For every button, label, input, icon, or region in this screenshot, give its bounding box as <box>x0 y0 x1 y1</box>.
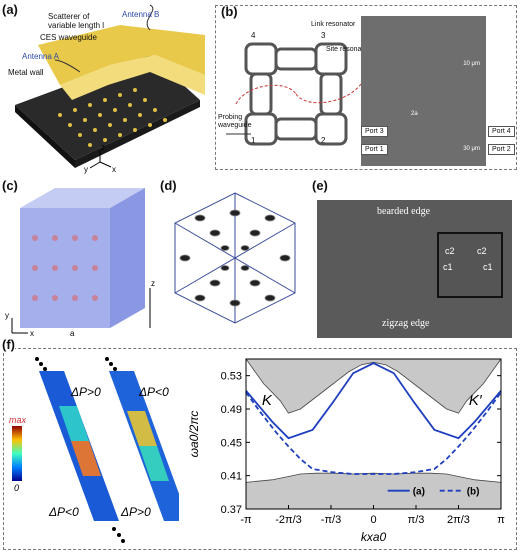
site-1: 1 <box>251 136 256 145</box>
lower-bulk-band <box>245 472 502 510</box>
port-3: Port 3 <box>361 126 388 137</box>
pin-array <box>58 88 167 147</box>
panel-e-label: (e) <box>312 178 328 193</box>
inset-c1-left: c1 <box>443 262 453 272</box>
cell-size-label: 2a <box>411 111 418 117</box>
field-label-right-top: ΔP<0 <box>138 385 169 399</box>
band-diagram-chart: -π -2π/3 -π/3 0 π/3 2π/3 π 0.37 0.41 0.45 0.49 0.53… <box>187 358 505 544</box>
field-label-left-top: ΔP>0 <box>70 385 101 399</box>
site-3: 3 <box>321 31 326 40</box>
y-tick-label: 0.41 <box>221 471 242 483</box>
port-4: Port 4 <box>488 126 515 137</box>
colorbar-max: max <box>9 415 27 425</box>
continuation-dots <box>35 357 125 543</box>
legend-label-b: (b) <box>467 487 480 498</box>
inset-c1-right: c1 <box>483 262 493 272</box>
y-tick-label: 0.49 <box>221 404 242 416</box>
x-tick-label: 2π/3 <box>447 514 470 526</box>
field-distribution: max 0 ΔP>0 ΔP<0 ΔP<0 ΔP>0 <box>9 357 179 543</box>
lattice-constant-label: a <box>70 329 75 338</box>
port-1: Port 1 <box>361 144 388 155</box>
inset-c2-right: c2 <box>477 246 487 256</box>
x-tick-label: 0 <box>370 514 376 526</box>
annotation-k: K <box>262 392 273 409</box>
resonator-schematic <box>226 42 362 146</box>
sem-photonic-crystal: bearded edge zigzag edge c2 c2 c1 c1 <box>317 200 512 338</box>
x-tick-label: -π/3 <box>321 514 341 526</box>
panel-c-label: (c) <box>2 178 18 193</box>
bearded-edge-label: bearded edge <box>377 206 431 217</box>
scatterer-label-line2: variable length l <box>48 21 105 30</box>
axis-y-label: y <box>5 311 9 320</box>
axes-glyph <box>89 150 112 169</box>
series-line-b <box>245 391 502 475</box>
panel-a-illustration: z y x <box>15 4 205 174</box>
link-resonator-label: Link resonator <box>311 21 356 28</box>
panel-f-label: (f) <box>2 337 15 352</box>
scale-bar-large: 30 μm <box>463 146 480 152</box>
x-tick-label: -π <box>240 514 252 526</box>
antenna-b-wire <box>146 4 154 31</box>
x-tick-label: -2π/3 <box>275 514 302 526</box>
y-tick-label: 0.45 <box>221 437 242 449</box>
panel-d-label: (d) <box>160 178 177 193</box>
metal-plate <box>15 55 200 160</box>
antenna-b-label: Antenna B <box>122 10 160 19</box>
axis-y-label: y <box>84 165 88 174</box>
x-tick-label: π <box>497 514 505 526</box>
panel-e: (e) bearded edge zigzag edge c2 c2 c1 c1 <box>312 178 518 340</box>
inset-zoom: c2 c2 c1 c1 <box>437 232 503 298</box>
legend-label-a: (a) <box>413 487 425 498</box>
zigzag-edge-label: zigzag edge <box>382 318 430 329</box>
site-2: 2 <box>321 136 326 145</box>
metal-wall <box>38 25 205 85</box>
upper-bulk-band <box>245 358 502 414</box>
axis-x-label: x <box>30 329 34 338</box>
y-tick-label: 0.37 <box>221 504 242 516</box>
helix-array-illustration <box>174 192 296 324</box>
panel-d: (d) <box>160 178 310 340</box>
panel-b: (b) 4 3 1 2 Link resonator Site resonato… <box>215 4 517 170</box>
probing-label-line2: waveguide <box>218 122 252 129</box>
site-resonator-label: Site resonator <box>326 46 370 53</box>
panel-c: (c) y x z a <box>0 178 160 340</box>
chart-legend: (a) (b) <box>387 487 480 498</box>
port-2: Port 2 <box>488 144 515 155</box>
panel-a: z y x (a) Scatterer of variable length l… <box>0 0 205 175</box>
axis-z-label: z <box>101 143 105 152</box>
ces-label: CES waveguide <box>40 33 97 42</box>
field-label-left-bottom: ΔP<0 <box>48 505 79 519</box>
scatterer-label-line1: Scatterer of <box>48 12 90 21</box>
x-axis-label: kxa0 <box>361 530 387 544</box>
axis-x-label: x <box>112 165 116 174</box>
antenna-a-wire <box>54 59 81 73</box>
scale-bar-small: 10 μm <box>463 61 480 67</box>
field-label-right-bottom: ΔP>0 <box>120 505 151 519</box>
panel-f: (f) max 0 ΔP>0 ΔP<0 ΔP<0 ΔP>0 <box>2 337 517 550</box>
antenna-a-label: Antenna A <box>22 52 59 61</box>
cubic-lattice-illustration: y x z a <box>5 188 155 338</box>
site-4: 4 <box>251 31 256 40</box>
y-tick-label: 0.53 <box>221 371 242 383</box>
probing-label-line1: Probing <box>218 114 243 121</box>
colorbar <box>12 426 22 481</box>
sem-resonator-array: 10 μm 2a 30 μm <box>361 16 486 166</box>
x-tick-label: π/3 <box>408 514 425 526</box>
y-axis-label: ωa0/2πc <box>187 411 201 458</box>
panel-b-label: (b) <box>221 4 238 19</box>
colorbar-min: 0 <box>14 483 19 493</box>
axis-z-label: z <box>151 279 155 288</box>
annotation-k-prime: K′ <box>469 392 483 409</box>
inset-c2-left: c2 <box>445 246 455 256</box>
metal-wall-label: Metal wall <box>8 68 44 77</box>
panel-a-label: (a) <box>2 2 18 17</box>
series-line-a <box>245 362 502 440</box>
